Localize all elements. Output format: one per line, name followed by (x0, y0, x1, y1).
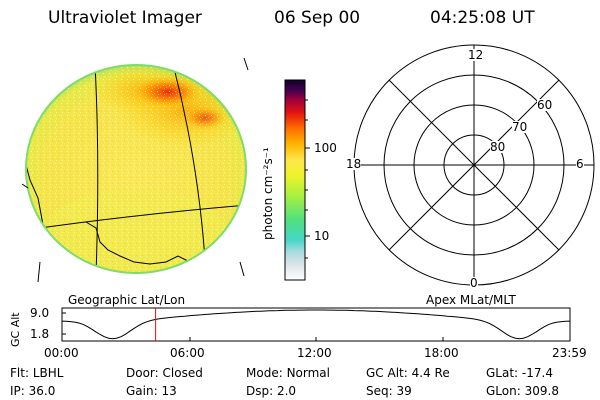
polar-plot (353, 44, 595, 286)
mlt-label-0: 0 (470, 276, 478, 290)
footer-ip: IP: 36.0 (10, 384, 56, 398)
instrument-title: Ultraviolet Imager (48, 8, 202, 28)
footer-mode: Mode: Normal (246, 366, 330, 380)
gc-alt-axis-label: GC Alt (9, 312, 22, 347)
geographic-title: Geographic Lat/Lon (68, 293, 186, 307)
lat-label-70: 70 (512, 120, 528, 134)
colorbar-tick-100: 100 (314, 141, 337, 155)
alt-tick-low: 1.8 (30, 327, 50, 341)
mlt-label-12: 12 (468, 48, 484, 62)
time-tick-1200: 12:00 (297, 346, 332, 360)
footer-glat: GLat: -17.4 (486, 366, 553, 380)
footer-dsp: Dsp: 2.0 (246, 384, 297, 398)
mlt-label-6: 6 (576, 157, 584, 171)
lat-label-60: 60 (537, 98, 553, 112)
lat-label-80: 80 (490, 140, 506, 154)
date-label: 06 Sep 00 (274, 8, 361, 28)
altitude-curve (61, 309, 571, 340)
time-tick-1800: 18:00 (424, 346, 459, 360)
colorbar-unit-label: photon cm⁻²s⁻¹ (261, 147, 275, 240)
disk-limb (25, 64, 247, 274)
footer-seq: Seq: 39 (366, 384, 412, 398)
earth-disk (26, 65, 246, 273)
altitude-strip (61, 307, 571, 342)
apex-title: Apex MLat/MLT (426, 293, 516, 307)
colorbar (284, 79, 310, 281)
time-tick-0000: 00:00 (44, 346, 79, 360)
alt-tick-high: 9.0 (30, 306, 50, 320)
colorbar-tick-10: 10 (314, 229, 330, 243)
footer-flt: Flt: LBHL (10, 366, 64, 380)
footer-gain: Gain: 13 (126, 384, 177, 398)
time-tick-0600: 06:00 (170, 346, 205, 360)
footer-glon: GLon: 309.8 (486, 384, 559, 398)
time-tick-2359: 23:59 (552, 346, 587, 360)
mlt-label-18: 18 (346, 157, 362, 171)
time-label: 04:25:08 UT (430, 8, 535, 28)
footer-gc-alt: GC Alt: 4.4 Re (366, 366, 450, 380)
footer-door: Door: Closed (126, 366, 203, 380)
